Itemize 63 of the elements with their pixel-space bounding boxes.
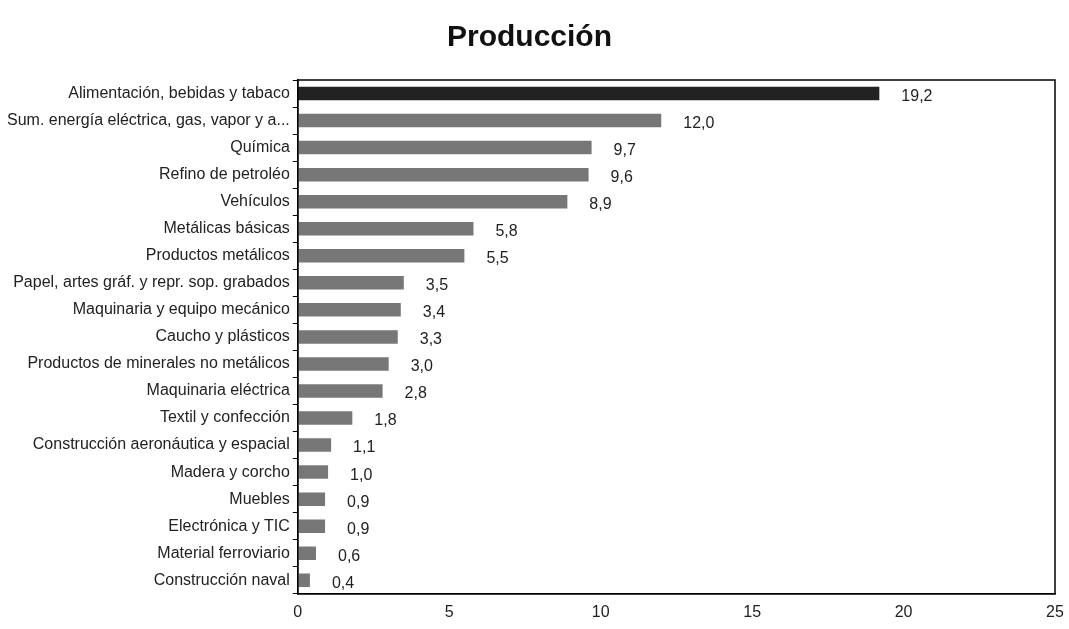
bar [297, 249, 465, 263]
y-tick-label: Muebles [229, 489, 290, 507]
bar [297, 438, 332, 452]
bar [297, 492, 326, 506]
y-tick-label: Alimentación, bebidas y tabaco [68, 83, 290, 101]
bar [297, 411, 353, 425]
y-tick-label: Textil y confección [159, 408, 290, 426]
bar [297, 140, 592, 155]
data-label: 12,0 [683, 113, 715, 131]
data-label: 8,9 [589, 195, 612, 213]
data-label: 1,1 [353, 438, 376, 456]
y-tick-label: Sum. energía eléctrica, gas, vapor y a... [6, 110, 290, 128]
x-tick-label: 25 [1046, 602, 1064, 620]
data-label: 9,6 [610, 168, 633, 186]
bar [297, 194, 568, 209]
data-label: 3,5 [425, 276, 449, 294]
data-label: 19,2 [901, 86, 933, 104]
data-label: 3,0 [410, 357, 434, 375]
y-tick-label: Construcción aeronáutica y espacial [32, 435, 290, 453]
bar [297, 113, 662, 128]
y-tick-label: Maquinaria eléctrica [146, 381, 290, 399]
bar [297, 546, 316, 560]
x-tick-label: 15 [743, 602, 762, 620]
data-label: 3,3 [419, 330, 443, 348]
data-label: 0,9 [347, 519, 370, 537]
x-tick-label: 0 [293, 602, 303, 620]
y-tick-label: Refino de petroléo [159, 165, 290, 183]
bar [297, 519, 326, 533]
y-tick-label: Madera y corcho [170, 462, 290, 480]
chart-title: Producción [446, 19, 613, 53]
bar [297, 167, 589, 182]
y-tick-label: Productos metálicos [145, 246, 290, 264]
bar [297, 303, 401, 317]
x-tick-label: 5 [444, 602, 454, 620]
data-label: 1,0 [350, 465, 373, 483]
data-label: 0,9 [347, 492, 370, 510]
data-label: 5,8 [495, 222, 518, 240]
data-label: 0,6 [337, 546, 361, 564]
bar [297, 465, 329, 479]
y-tick-label: Metálicas básicas [163, 219, 290, 237]
bar [297, 276, 404, 290]
y-tick-label: Caucho y plásticos [155, 327, 290, 345]
y-tick-label: Electrónica y TIC [168, 516, 290, 534]
data-label: 9,7 [613, 141, 636, 159]
y-tick-label: Maquinaria y equipo mecánico [72, 300, 290, 318]
x-tick-label: 20 [894, 602, 913, 620]
data-label: 0,4 [331, 573, 355, 591]
y-tick-label: Química [230, 138, 290, 156]
y-tick-label: Vehículos [220, 192, 290, 210]
y-tick-label: Construcción naval [153, 570, 290, 588]
y-tick-label: Productos de minerales no metálicos [27, 354, 290, 372]
data-label: 1,8 [374, 411, 397, 429]
bar [297, 357, 389, 371]
data-label: 5,5 [486, 249, 509, 267]
data-label: 3,4 [422, 303, 446, 321]
x-tick-label: 10 [591, 602, 610, 620]
bar [297, 384, 383, 398]
y-tick-label: Papel, artes gráf. y repr. sop. grabados [13, 273, 290, 291]
y-tick-label: Material ferroviario [157, 543, 290, 561]
bar [297, 86, 880, 101]
data-label: 2,8 [404, 384, 427, 402]
bar [297, 221, 474, 236]
bar [297, 330, 398, 344]
